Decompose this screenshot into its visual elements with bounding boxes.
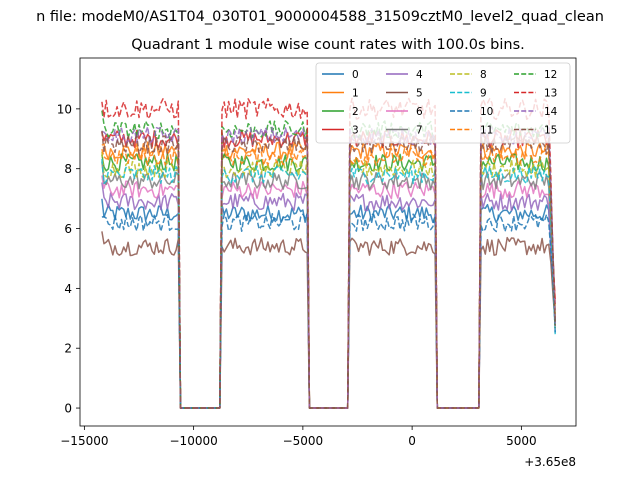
y-tick-label: 0 <box>64 402 72 416</box>
legend-label-12: 12 <box>544 69 557 81</box>
legend-label-9: 9 <box>480 88 487 100</box>
legend-label-2: 2 <box>352 106 359 118</box>
legend-label-8: 8 <box>480 69 487 81</box>
x-tick-label: −15000 <box>60 434 108 448</box>
y-tick-label: 4 <box>64 282 72 296</box>
series-line-4 <box>101 182 556 409</box>
series-line-5 <box>101 231 556 409</box>
y-tick-label: 8 <box>64 162 72 176</box>
y-tick-label: 2 <box>64 342 72 356</box>
series-line-2 <box>101 153 556 409</box>
legend-box <box>315 62 571 144</box>
series-line-14 <box>101 126 556 409</box>
series-line-6 <box>101 175 556 409</box>
legend-label-5: 5 <box>416 88 423 100</box>
legend-label-15: 15 <box>544 125 557 137</box>
series-line-8 <box>101 151 556 409</box>
axes-layer: −15000 −10000 −5000 0 5000 0 2 4 6 8 10 <box>57 102 537 448</box>
x-tick-label: 0 <box>408 434 416 448</box>
legend-label-14: 14 <box>544 106 558 118</box>
series-line-15 <box>101 130 556 409</box>
series-line-11 <box>101 147 556 409</box>
legend-label-3: 3 <box>352 125 359 137</box>
x-offset-label: +3.65e8 <box>524 455 576 469</box>
legend-label-10: 10 <box>480 106 493 118</box>
legend-label-4: 4 <box>416 69 423 81</box>
series-line-1 <box>101 141 556 409</box>
legend-label-1: 1 <box>352 88 359 100</box>
x-tick-label: −10000 <box>170 434 218 448</box>
figure-suptitle: n file: modeM0/AS1T04_030T01_9000004588_… <box>36 9 604 25</box>
y-tick-label: 6 <box>64 222 72 236</box>
y-tick-label: 10 <box>57 102 72 116</box>
series-layer <box>101 97 556 409</box>
x-tick-label: 5000 <box>506 434 537 448</box>
legend-label-13: 13 <box>544 88 557 100</box>
legend-label-11: 11 <box>480 125 493 137</box>
series-line-10 <box>101 212 556 409</box>
x-tick-label: −5000 <box>283 434 324 448</box>
legend-label-0: 0 <box>352 69 359 81</box>
legend-label-7: 7 <box>416 125 423 137</box>
legend-label-6: 6 <box>416 106 423 118</box>
plot-frame <box>79 57 577 427</box>
axes-title: Quadrant 1 module wise count rates with … <box>131 37 525 53</box>
